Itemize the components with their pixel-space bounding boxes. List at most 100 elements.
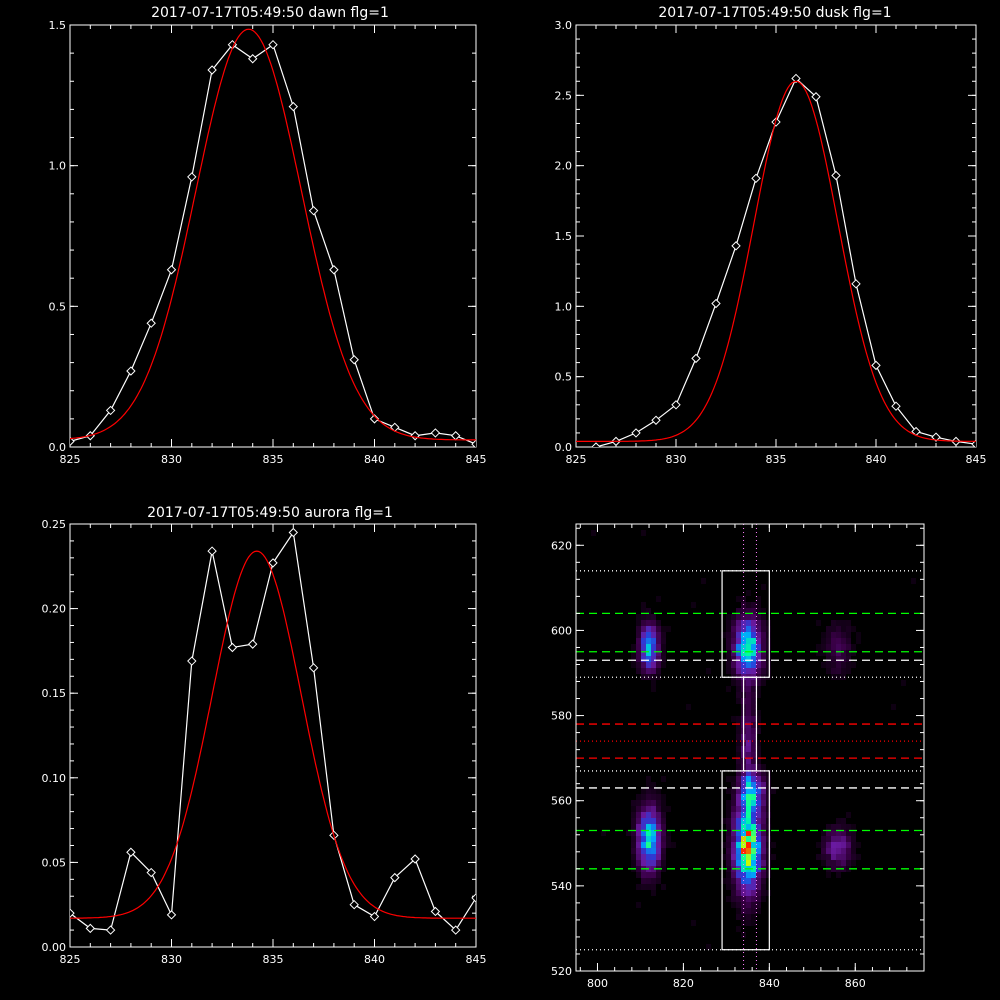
heatmap-pixel [646, 800, 651, 806]
heatmap-pixel [751, 872, 756, 878]
heatmap-pixel [741, 896, 746, 902]
heatmap-pixel [846, 860, 851, 866]
heatmap-pixel [746, 620, 751, 626]
heatmap-pixel [846, 626, 851, 632]
y-tick-label: 0.15 [42, 687, 67, 700]
heatmap-pixel [766, 644, 771, 650]
heatmap-pixel [831, 668, 836, 674]
data-point-marker [891, 401, 901, 411]
data-point-marker [349, 899, 359, 910]
heatmap-pixel [631, 824, 636, 830]
heatmap-pixels [591, 530, 916, 950]
heatmap-pixel [661, 812, 666, 818]
heatmap-pixel [751, 866, 756, 872]
heatmap-pixel [846, 650, 851, 656]
heatmap-pixel [756, 752, 761, 758]
x-tick-label: 820 [673, 977, 694, 990]
heatmap-pixel [751, 812, 756, 818]
heatmap-pixel [686, 704, 691, 710]
heatmap-pixel [736, 872, 741, 878]
heatmap-pixel [731, 860, 736, 866]
data-point-marker [390, 872, 400, 883]
heatmap-pixel [731, 788, 736, 794]
heatmap-pixel [736, 908, 741, 914]
heatmap-pixel [751, 692, 756, 698]
heatmap-pixel [756, 896, 761, 902]
data-point-marker [410, 431, 420, 441]
heatmap-pixel [761, 794, 766, 800]
heatmap-pixel [731, 680, 736, 686]
data-point-marker [651, 415, 661, 425]
heatmap-pixel [641, 884, 646, 890]
heatmap-pixel [641, 674, 646, 680]
heatmap-pixel [821, 854, 826, 860]
heatmap-pixel [856, 638, 861, 644]
heatmap-pixel [751, 830, 756, 836]
heatmap-pixel [756, 860, 761, 866]
heatmap-pixel [746, 668, 751, 674]
heatmap-pixel [766, 782, 771, 788]
heatmap-pixel [651, 836, 656, 842]
heatmap-pixel [736, 800, 741, 806]
heatmap-pixel [756, 632, 761, 638]
x-tick-label: 860 [845, 977, 866, 990]
heatmap-pixel [746, 884, 751, 890]
heatmap-pixel [756, 746, 761, 752]
heatmap-pixel [721, 818, 726, 824]
heatmap-pixel [661, 656, 666, 662]
heatmap-pixel [836, 860, 841, 866]
heatmap-pixel [631, 848, 636, 854]
heatmap-pixel [726, 800, 731, 806]
heatmap-pixel [731, 776, 736, 782]
heatmap-pixel [631, 830, 636, 836]
heatmap-pixel [731, 848, 736, 854]
heatmap-pixel [751, 878, 756, 884]
heatmap-pixel [736, 596, 741, 602]
heatmap-pixel [736, 818, 741, 824]
data-point-marker [430, 906, 441, 917]
heatmap-pixel [656, 650, 661, 656]
heatmap-pixel [816, 620, 821, 626]
heatmap-pixel [646, 806, 651, 812]
heatmap-pixel [851, 830, 856, 836]
heatmap-pixel [756, 662, 761, 668]
heatmap-pixel [661, 836, 666, 842]
data-point-marker [85, 923, 96, 934]
heatmap-pixel [646, 794, 651, 800]
heatmap-pixel [726, 878, 731, 884]
heatmap-pixel [661, 866, 666, 872]
heatmap-pixel [651, 782, 656, 788]
heatmap-pixel [646, 842, 651, 848]
heatmap-pixel [631, 650, 636, 656]
y-tick-label: 0.0 [49, 441, 67, 454]
data-point-marker [308, 663, 319, 673]
y-tick-label: 0.05 [42, 856, 67, 869]
heatmap-pixel [751, 824, 756, 830]
heatmap-pixel [731, 842, 736, 848]
heatmap-pixel [766, 830, 771, 836]
heatmap-pixel [761, 620, 766, 626]
heatmap-pixel [751, 602, 756, 608]
profile-line [70, 43, 476, 445]
heatmap-pixel [631, 800, 636, 806]
heatmap-pixel [636, 662, 641, 668]
heatmap-pixel [841, 638, 846, 644]
heatmap-pixel [731, 782, 736, 788]
heatmap-pixel [731, 854, 736, 860]
heatmap-pixel [826, 656, 831, 662]
heatmap-pixel [771, 842, 776, 848]
heatmap-pixel [661, 854, 666, 860]
heatmap-pixel [726, 830, 731, 836]
heatmap-pixel [831, 632, 836, 638]
heatmap-pixel [741, 800, 746, 806]
x-tick-label: 825 [60, 453, 81, 466]
heatmap-pixel [746, 752, 751, 758]
heatmap-pixel [736, 794, 741, 800]
heatmap-pixel [651, 614, 656, 620]
heatmap-pixel [746, 626, 751, 632]
heatmap-pixel [731, 902, 736, 908]
heatmap-pixel [836, 638, 841, 644]
heatmap-pixel [771, 788, 776, 794]
heatmap-pixel [746, 842, 751, 848]
heatmap-pixel [746, 686, 751, 692]
